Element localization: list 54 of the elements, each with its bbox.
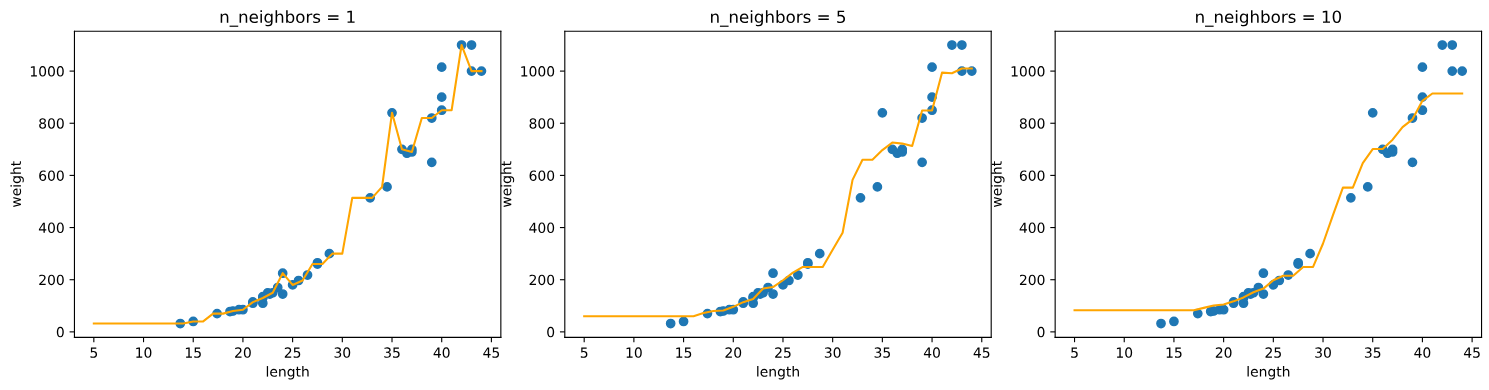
x-tick-label: 30 xyxy=(824,347,841,358)
x-tick-label: 25 xyxy=(1265,347,1281,358)
y-axis-title: weight xyxy=(991,161,1005,208)
y-axis-title: weight xyxy=(10,161,24,208)
x-axis-title: length xyxy=(757,366,799,380)
y-axis-title: weight xyxy=(500,161,515,208)
x-tick-label: 35 xyxy=(874,347,890,358)
y-tick-label: 800 xyxy=(529,118,555,129)
x-tick-label: 40 xyxy=(433,347,450,358)
chart-title: n_neighbors = 1 xyxy=(220,10,355,27)
y-tick-label: 200 xyxy=(1019,274,1045,286)
x-tick-label: 10 xyxy=(136,347,152,358)
x-tick-label: 25 xyxy=(284,347,301,358)
x-tick-label: 25 xyxy=(775,347,791,358)
chart-title: n_neighbors = 10 xyxy=(1196,10,1342,27)
x-tick-label: 45 xyxy=(483,347,500,358)
y-tick-label: 200 xyxy=(529,274,555,286)
y-tick-label: 0 xyxy=(56,326,64,338)
y-tick-label: 600 xyxy=(39,170,64,181)
x-tick-label: 10 xyxy=(626,347,642,358)
y-tick-label: 600 xyxy=(529,170,555,181)
x-tick-label: 40 xyxy=(923,347,940,358)
x-tick-label: 15 xyxy=(1166,347,1182,358)
x-tick-label: 15 xyxy=(185,347,201,358)
y-tick-label: 800 xyxy=(1019,118,1045,129)
x-tick-label: 20 xyxy=(725,347,742,358)
y-tick-label: 1000 xyxy=(521,66,555,77)
y-tick-label: 600 xyxy=(1019,170,1045,181)
x-tick-label: 30 xyxy=(1315,347,1331,358)
x-tick-label: 5 xyxy=(580,347,588,358)
x-tick-label: 10 xyxy=(1116,347,1133,358)
x-tick-label: 35 xyxy=(384,347,400,358)
x-tick-label: 15 xyxy=(676,347,692,358)
x-tick-label: 45 xyxy=(1463,347,1480,358)
y-tick-label: 400 xyxy=(38,222,64,234)
y-tick-label: 1000 xyxy=(30,66,64,77)
y-tick-label: 400 xyxy=(1019,222,1045,234)
chart-title: n_neighbors = 5 xyxy=(711,10,846,27)
y-tick-label: 400 xyxy=(529,222,555,234)
x-tick-label: 40 xyxy=(1414,347,1431,358)
x-tick-label: 20 xyxy=(1215,347,1232,358)
y-tick-label: 0 xyxy=(547,326,555,338)
y-tick-label: 200 xyxy=(39,274,64,286)
x-tick-label: 20 xyxy=(235,347,251,358)
x-tick-label: 5 xyxy=(1071,347,1078,358)
x-tick-label: 5 xyxy=(90,347,98,358)
x-axis-title: length xyxy=(266,366,309,380)
y-tick-label: 1000 xyxy=(1011,66,1045,77)
y-tick-label: 0 xyxy=(1037,326,1045,338)
x-axis-title: length xyxy=(1247,366,1290,380)
y-tick-label: 800 xyxy=(39,118,64,129)
x-tick-label: 45 xyxy=(973,347,990,358)
x-tick-label: 30 xyxy=(334,347,351,358)
x-tick-label: 35 xyxy=(1364,347,1381,358)
